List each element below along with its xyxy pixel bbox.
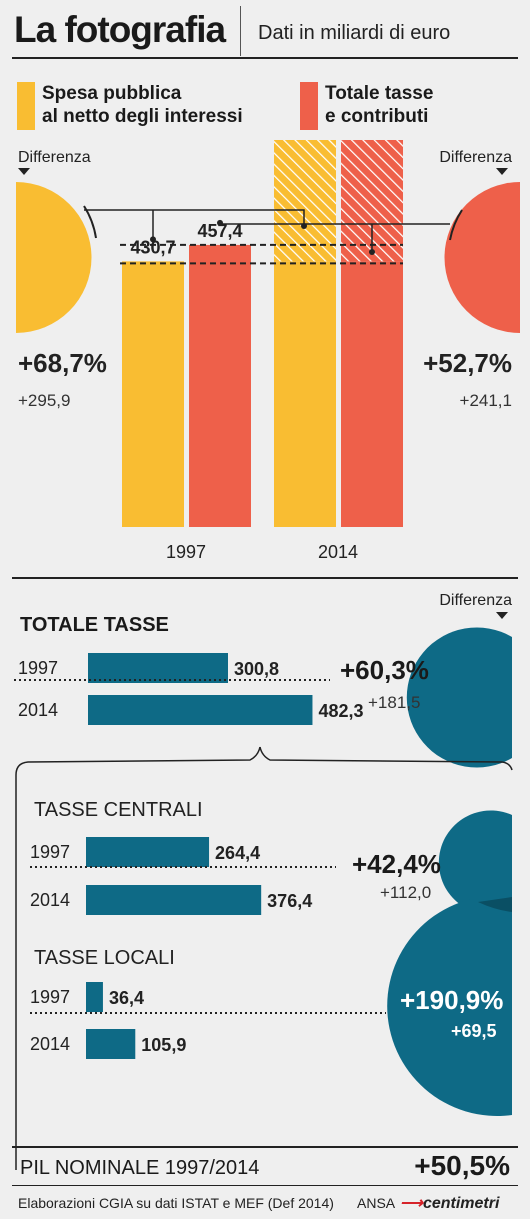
spesa-difference-pct: +68,7%	[18, 348, 107, 378]
top-bar-chart: Differenza Differenza 430,7457,41997726,…	[16, 140, 520, 562]
overlap-shade	[478, 897, 512, 912]
legend-label-tasse: Totale tasse e contributi	[325, 83, 434, 127]
totale-value-1997: 300,8	[234, 659, 279, 679]
totale-value-2014: 482,3	[318, 701, 363, 721]
differenza-right-label: Differenza	[439, 149, 512, 166]
bar-2014-1-base	[341, 261, 403, 527]
legend-swatch-spesa	[17, 82, 35, 130]
tasse-difference-semicircle	[444, 182, 520, 333]
teal-bar-marks: 300,8 1997 482,3 2014 264,4 1997 376,4 2014 36,4…	[14, 653, 386, 1059]
centrali-difference-abs: +112,0	[380, 883, 432, 902]
locali-bar-2014	[86, 1029, 136, 1059]
tasse-bracket-arc	[449, 209, 463, 241]
spesa-difference-abs: +295,9	[18, 391, 70, 410]
totale-bar-1997	[88, 653, 228, 683]
pil-value: +50,5%	[414, 1150, 510, 1181]
bar-2014-0-increment	[274, 140, 336, 262]
connector-dot-tasse-2014	[369, 249, 375, 255]
centrali-value-2014: 376,4	[267, 891, 312, 911]
differenza-left-label: Differenza	[18, 149, 91, 166]
totale-difference-pct: +60,3%	[340, 655, 429, 685]
totale-difference-abs: +181,5	[368, 693, 421, 712]
legend-swatch-tasse	[300, 82, 318, 130]
locali-difference-shape	[387, 896, 512, 1116]
totale-tasse-title: TOTALE TASSE	[20, 614, 169, 636]
callout-bracket-right	[259, 746, 513, 771]
differenza-left-arrow	[18, 168, 30, 175]
bar-1997-0	[122, 261, 184, 527]
centimetri-logo: ⟶centimetri	[400, 1193, 499, 1213]
tasse-difference-pct: +52,7%	[423, 348, 512, 378]
spesa-bracket-arc	[83, 205, 97, 239]
centrali-difference-pct: +42,4%	[352, 849, 441, 879]
bar-1997-1	[189, 244, 251, 527]
source-note: Elaborazioni CGIA su dati ISTAT e MEF (D…	[18, 1195, 334, 1211]
locali-year-1997: 1997	[30, 987, 70, 1007]
section-rule-1	[12, 577, 518, 579]
connector-spesa	[84, 209, 305, 226]
locali-difference-pct: +190,9%	[400, 985, 504, 1015]
value-label-1997-0: 430,7	[130, 237, 175, 257]
page-title: La fotografia	[14, 9, 226, 50]
differenza-teal-arrow	[496, 612, 508, 619]
callout-bracket-left	[15, 746, 261, 1170]
totale-bar-2014	[88, 695, 313, 725]
category-label-2014: 2014	[318, 542, 358, 562]
centimetri-logo-text: centimetri	[422, 1195, 500, 1212]
header-rule	[12, 57, 518, 59]
totale-year-1997: 1997	[18, 658, 58, 678]
category-label-1997: 1997	[166, 542, 206, 562]
pil-label: PIL NOMINALE 1997/2014	[20, 1157, 260, 1179]
differenza-teal-label: Differenza	[439, 592, 512, 609]
locali-difference-abs: +69,5	[451, 1021, 497, 1041]
centrali-year-2014: 2014	[30, 890, 70, 910]
title-divider	[240, 6, 241, 56]
locali-year-2014: 2014	[30, 1034, 70, 1054]
centrali-difference-shape	[438, 810, 512, 915]
centrali-value-1997: 264,4	[215, 843, 260, 863]
totale-difference-shape	[406, 627, 512, 768]
teal-bar-charts: 300,8 1997 482,3 2014 264,4 1997 376,4 2014 36,4…	[14, 612, 513, 1170]
locali-value-1997: 36,4	[109, 988, 144, 1008]
locali-bar-1997	[86, 982, 103, 1012]
tasse-centrali-title: TASSE CENTRALI	[34, 799, 203, 821]
centimetri-arrow-icon: ⟶	[400, 1195, 423, 1212]
tasse-difference-abs: +241,1	[460, 391, 512, 410]
connector-dot-spesa-1997	[150, 236, 156, 243]
centrali-year-1997: 1997	[30, 842, 70, 862]
page-subtitle: Dati in miliardi di euro	[258, 22, 451, 44]
ansa-logo: ANSA	[357, 1195, 396, 1211]
section-rule-2	[12, 1146, 518, 1148]
centrali-bar-1997	[86, 837, 210, 867]
legend-label-spesa: Spesa pubblica al netto degli interessi	[42, 83, 243, 127]
centrali-bar-2014	[86, 885, 262, 915]
totale-year-2014: 2014	[18, 700, 58, 720]
locali-value-2014: 105,9	[141, 1035, 186, 1055]
footer-rule	[12, 1185, 518, 1186]
tasse-locali-title: TASSE LOCALI	[34, 947, 175, 969]
connector-dot-tasse-1997	[217, 219, 223, 226]
differenza-right-arrow	[496, 168, 508, 175]
bar-2014-0-base	[274, 261, 336, 527]
value-label-1997-1: 457,4	[197, 221, 242, 241]
spesa-difference-semicircle	[16, 182, 92, 333]
